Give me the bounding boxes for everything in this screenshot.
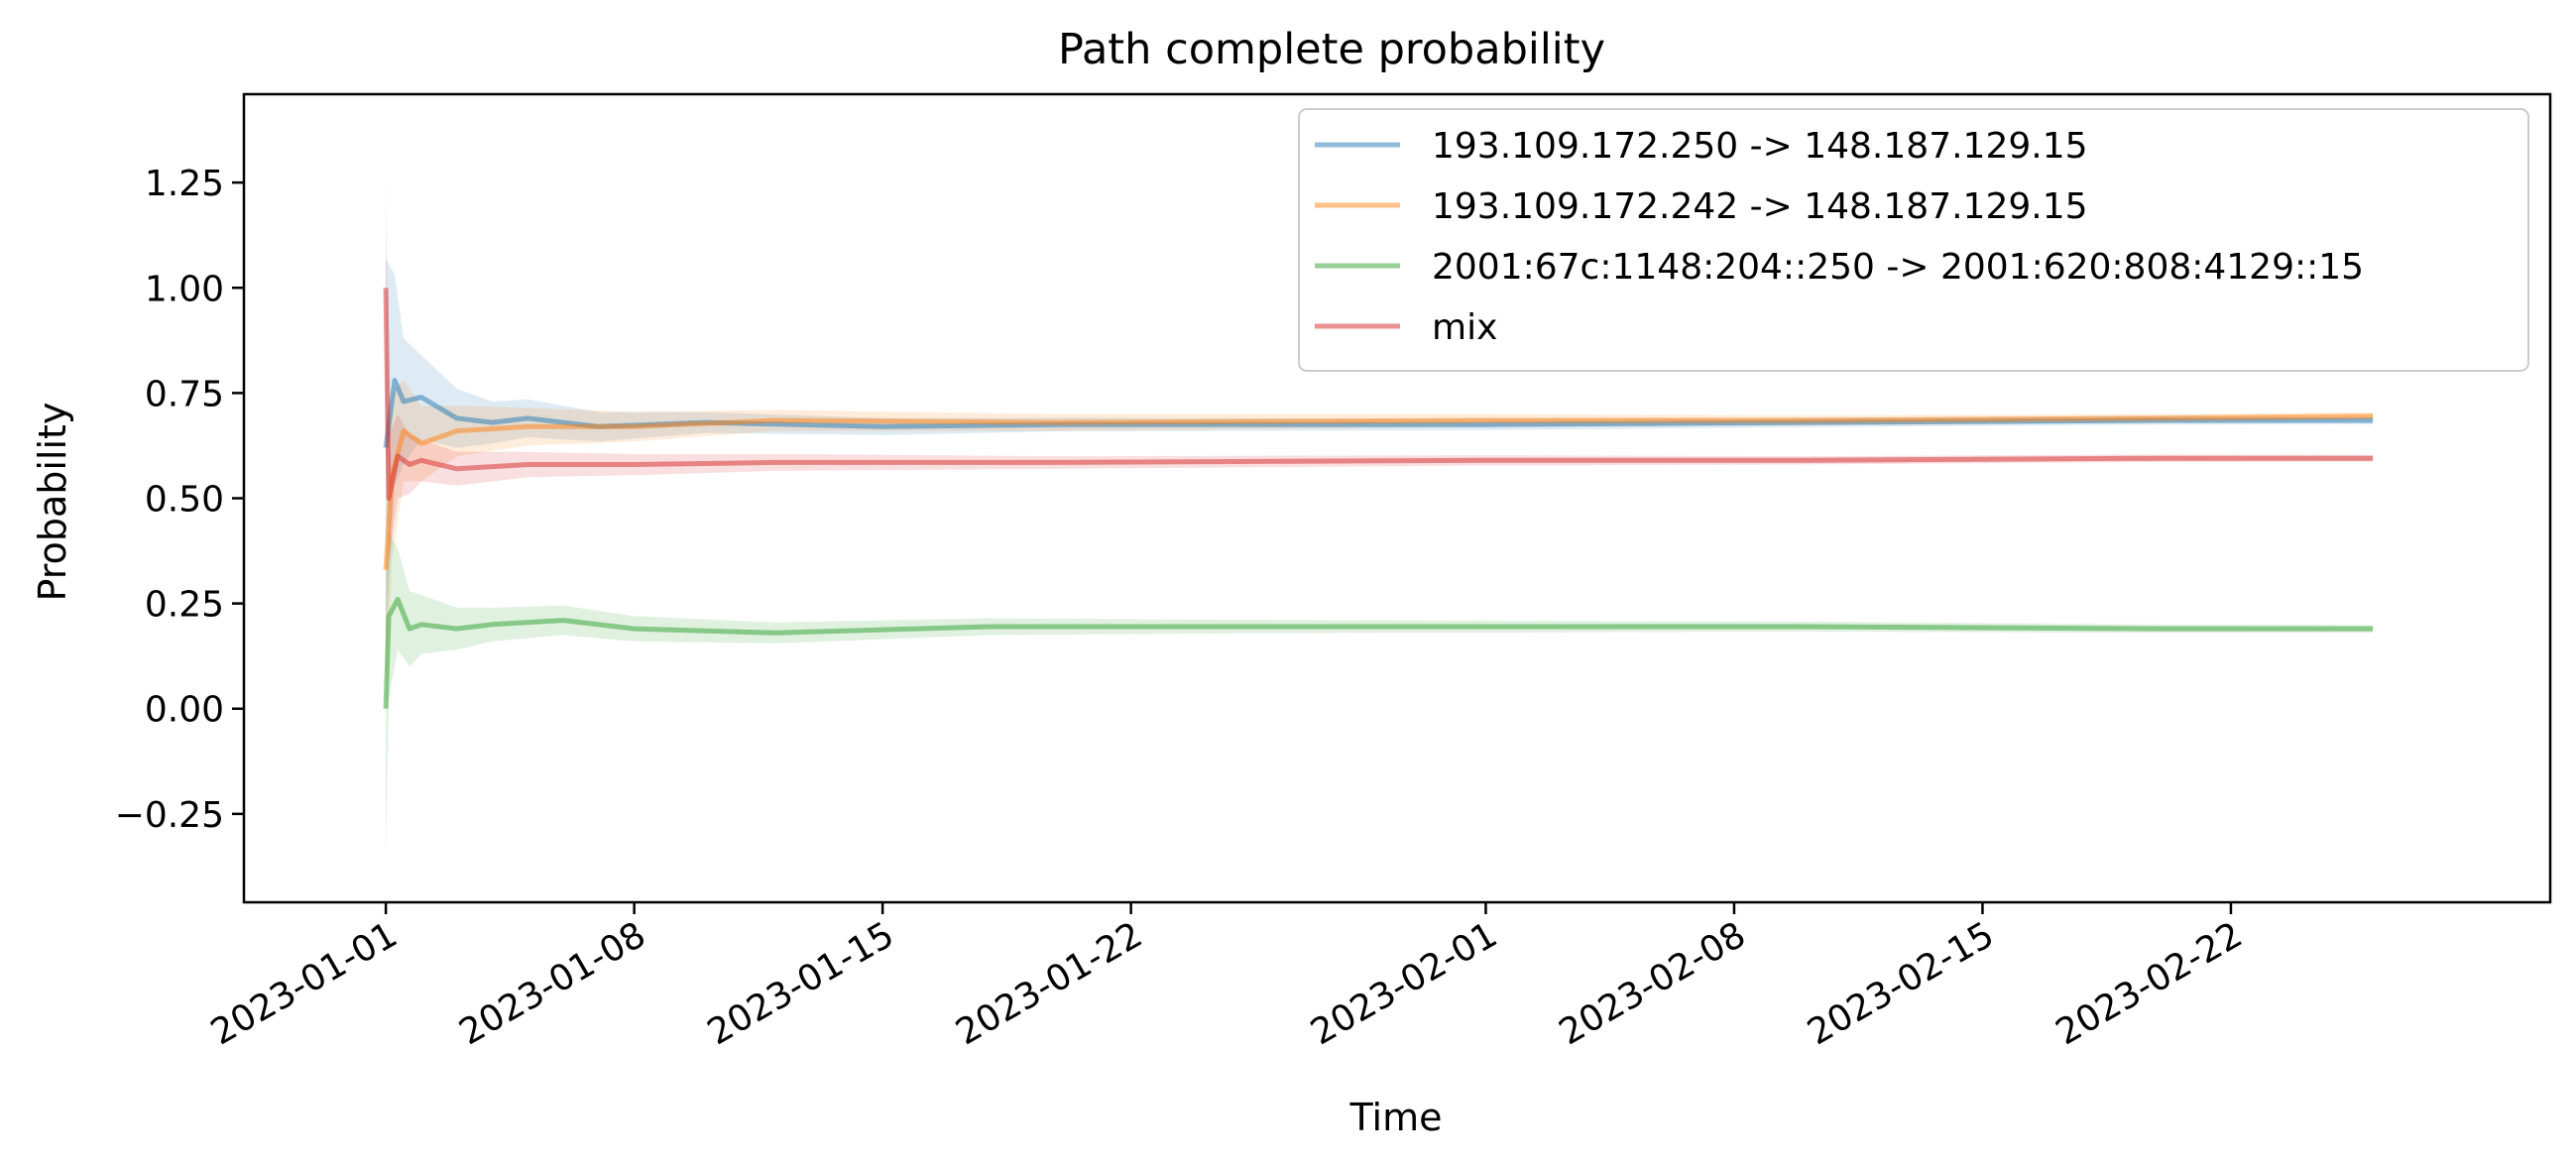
y-tick-label: 1.25 [145, 164, 224, 204]
series-line-2 [383, 413, 2374, 570]
legend: 193.109.172.250 -> 148.187.129.15 193.109… [1298, 108, 2529, 372]
y-axis-label: Probability [31, 403, 74, 602]
series-line-4 [383, 288, 2374, 501]
confidence-band-series-2 [386, 380, 2374, 718]
legend-entry: 193.109.172.242 -> 148.187.129.15 [1432, 186, 2088, 227]
y-tick-label: 1.00 [145, 269, 224, 309]
y-tick-label: 0.75 [145, 374, 224, 414]
series-lines [383, 288, 2374, 709]
y-axis-ticks: −0.25 0.00 0.25 0.50 0.75 1.00 1.25 [115, 164, 244, 836]
y-tick-label: 0.50 [145, 480, 224, 521]
legend-entry: 2001:67c:1148:204::250 -> 2001:620:808:4… [1432, 247, 2364, 288]
y-tick-label: −0.25 [115, 795, 224, 836]
confidence-bands [386, 182, 2374, 857]
y-tick-label: 0.00 [145, 690, 224, 731]
chart-title: Path complete probability [1058, 25, 1605, 74]
y-tick-label: 0.25 [145, 585, 224, 626]
legend-entry: 193.109.172.250 -> 148.187.129.15 [1432, 126, 2088, 167]
confidence-band-series-4 [386, 182, 2374, 562]
legend-box [1298, 108, 2529, 372]
legend-entry: mix [1432, 307, 1497, 348]
x-axis-label: Time [1349, 1096, 1443, 1139]
series-line-3 [383, 596, 2374, 709]
